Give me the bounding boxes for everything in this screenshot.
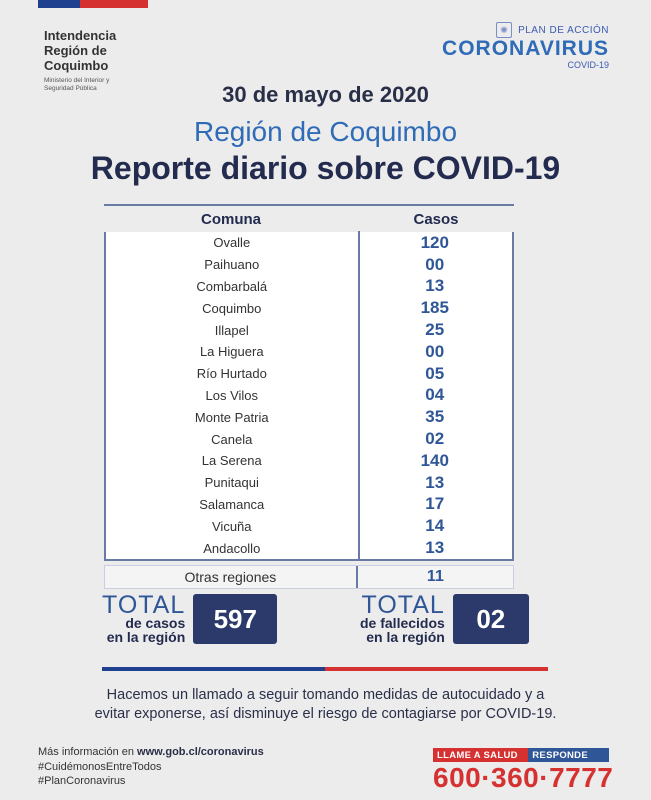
comuna-cell: Punitaqui [204, 475, 259, 491]
comuna-cell: Monte Patria [194, 409, 269, 425]
table-row: Salamanca 17 [106, 492, 512, 517]
total-casos-line1: de casos [125, 615, 186, 631]
total-casos-big: TOTAL [102, 591, 186, 619]
comuna-cell: Ovalle [213, 235, 251, 251]
otras-value: 11 [426, 567, 444, 585]
info-line: Más información en www.gob.cl/coronaviru… [38, 745, 264, 760]
table-header: Comuna Casos [104, 204, 514, 232]
total-fallecidos-big: TOTAL [361, 591, 445, 619]
cases-table: Comuna Casos Ovalle 120 Paihuano 00 Combarba… [104, 204, 514, 589]
comuna-cell: Coquimbo [202, 300, 262, 316]
table-row: Canela 02 [106, 427, 512, 452]
total-fallecidos-line1: de fallecidos [360, 615, 445, 631]
casos-cell: 13 [357, 470, 512, 495]
casos-cell: 00 [357, 339, 512, 364]
org-sub2: Seguridad Pública [44, 85, 97, 92]
otras-label: Otras regiones [105, 565, 358, 588]
phone-label-a: LLAME A SALUD [433, 748, 529, 762]
casos-cell: 17 [357, 492, 512, 517]
casos-cell: 185 [357, 296, 512, 321]
hashtag1: #CuidémonosEntreTodos [38, 760, 162, 773]
comuna-cell: Los Vilos [205, 387, 259, 403]
table-row: Combarbalá 13 [106, 274, 512, 299]
comuna-cell: Combarbalá [196, 278, 268, 294]
table-row: Los Vilos 04 [106, 383, 512, 408]
org-sub1: Ministerio del Interior y [44, 77, 110, 84]
comuna-cell: Río Hurtado [196, 366, 267, 382]
hashtag2: #PlanCoronavirus [38, 775, 126, 787]
table-row: La Higuera 00 [106, 339, 512, 364]
plan-sub: COVID-19 [567, 60, 609, 70]
table-row: Punitaqui 13 [106, 470, 512, 495]
phone-number: 600·360·7777 [433, 762, 614, 793]
casos-cell: 140 [357, 448, 512, 473]
total-fallecidos-value: 02 [452, 594, 529, 644]
table-row: Illapel 25 [106, 318, 512, 343]
call-line2: evitar exponerse, así disminuye el riesg… [94, 706, 557, 722]
table-row: Andacollo 13 [106, 536, 512, 561]
divider [102, 667, 548, 671]
report-date: 30 de mayo de 2020 [222, 82, 429, 107]
casos-cell: 04 [357, 383, 512, 408]
org-line1: Intendencia [44, 28, 117, 43]
table-row: Paihuano 00 [106, 252, 512, 277]
table-body: Ovalle 120 Paihuano 00 Combarbalá 13 Coquimbo 1… [104, 230, 514, 561]
plan-logo: ✺ PLAN DE ACCIÓN CORONAVIRUS COVID-19 [442, 22, 609, 70]
table-row: Monte Patria 35 [106, 405, 512, 430]
info-url-link[interactable]: www.gob.cl/coronavirus [137, 746, 264, 758]
comuna-cell: Canela [211, 431, 253, 447]
virus-icon: ✺ [496, 22, 513, 38]
phone-label-b: RESPONDE [528, 748, 609, 762]
plan-title: CORONAVIRUS [442, 37, 609, 60]
total-casos-line2: en la región [106, 629, 186, 645]
comuna-cell: La Serena [201, 453, 262, 469]
call-message: Hacemos un llamado a seguir tomando medi… [0, 686, 651, 724]
table-row: Coquimbo 185 [106, 296, 512, 321]
org-line3: Coquimbo [44, 58, 109, 73]
comuna-cell: Salamanca [199, 496, 265, 512]
intendencia-logo: Intendencia Región de Coquimbo Ministeri… [44, 28, 116, 93]
header-casos: Casos [413, 210, 459, 228]
casos-cell: 02 [357, 427, 512, 452]
report-title: Reporte diario sobre COVID-19 [90, 150, 561, 186]
casos-cell: 14 [357, 514, 512, 539]
table-row: Vicuña 14 [106, 514, 512, 539]
comuna-cell: Illapel [214, 322, 249, 338]
total-casos-value: 597 [193, 594, 278, 644]
otras-row: Otras regiones 11 [104, 564, 514, 589]
total-casos: TOTAL de casos en la región 597 [102, 591, 278, 645]
org-line2: Región de [44, 43, 107, 58]
comuna-cell: Vicuña [212, 518, 252, 534]
casos-cell: 25 [357, 318, 512, 343]
table-row: Ovalle 120 [106, 230, 512, 255]
plan-label: PLAN DE ACCIÓN [518, 24, 609, 36]
comuna-cell: Paihuano [204, 257, 260, 273]
salud-responde: LLAME A SALUD RESPONDE 600·360·7777 [433, 748, 614, 794]
table-row: Río Hurtado 05 [106, 361, 512, 386]
casos-cell: 00 [357, 252, 512, 277]
total-fallecidos: TOTAL de fallecidos en la región 02 [360, 591, 529, 645]
casos-cell: 120 [357, 230, 512, 255]
table-row: La Serena 140 [106, 448, 512, 473]
info-prefix: Más información en [38, 746, 138, 758]
flag-bar [38, 0, 148, 8]
casos-cell: 35 [357, 405, 512, 430]
comuna-cell: Andacollo [203, 540, 261, 556]
casos-cell: 13 [357, 274, 512, 299]
comuna-cell: La Higuera [199, 344, 264, 360]
region-title: Región de Coquimbo [193, 116, 458, 147]
casos-cell: 13 [357, 536, 512, 561]
casos-cell: 05 [357, 361, 512, 386]
call-line1: Hacemos un llamado a seguir tomando medi… [106, 687, 545, 703]
total-fallecidos-line2: en la región [366, 629, 445, 645]
header-comuna: Comuna [201, 210, 261, 228]
footer-info: Más información en www.gob.cl/coronaviru… [38, 745, 264, 789]
